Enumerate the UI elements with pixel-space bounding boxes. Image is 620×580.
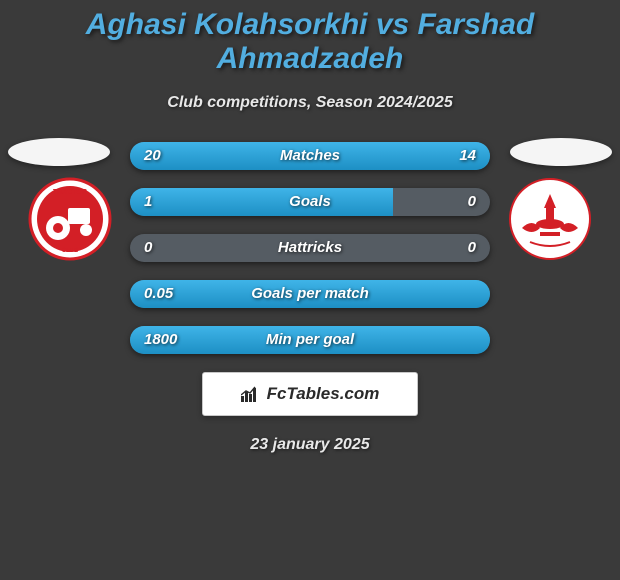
tractor-club-icon: TRACTOR CLUB bbox=[20, 176, 120, 262]
stat-label: Hattricks bbox=[130, 234, 490, 262]
logo-text: FcTables.com bbox=[267, 384, 380, 404]
bar-chart-icon bbox=[241, 386, 261, 402]
club-badge-left: TRACTOR CLUB bbox=[20, 176, 120, 262]
player-ellipse-left bbox=[8, 138, 110, 166]
stat-label: Matches bbox=[130, 142, 490, 170]
club-badge-right bbox=[500, 176, 600, 262]
stats-area: TRACTOR CLUB 20 Matches 14 1 Goals bbox=[0, 142, 620, 454]
stat-label: Goals per match bbox=[130, 280, 490, 308]
stat-row-goals: 1 Goals 0 bbox=[130, 188, 490, 216]
player-ellipse-right bbox=[510, 138, 612, 166]
stat-row-matches: 20 Matches 14 bbox=[130, 142, 490, 170]
subtitle: Club competitions, Season 2024/2025 bbox=[0, 94, 620, 112]
page-title: Aghasi Kolahsorkhi vs Farshad Ahmadzadeh bbox=[0, 0, 620, 76]
stat-row-goals-per-match: 0.05 Goals per match bbox=[130, 280, 490, 308]
stat-label: Min per goal bbox=[130, 326, 490, 354]
date-text: 23 january 2025 bbox=[0, 436, 620, 454]
fctables-logo: FcTables.com bbox=[202, 372, 418, 416]
svg-text:CLUB: CLUB bbox=[62, 248, 79, 254]
stat-row-min-per-goal: 1800 Min per goal bbox=[130, 326, 490, 354]
stat-value-right: 0 bbox=[468, 234, 476, 262]
stat-value-right: 14 bbox=[459, 142, 476, 170]
stat-value-right: 0 bbox=[468, 188, 476, 216]
stat-label: Goals bbox=[130, 188, 490, 216]
stat-row-hattricks: 0 Hattricks 0 bbox=[130, 234, 490, 262]
stat-rows: 20 Matches 14 1 Goals 0 0 Hattricks 0 0.… bbox=[130, 142, 490, 354]
club-left-text: TRACTOR bbox=[53, 189, 87, 196]
opponent-club-icon bbox=[500, 176, 600, 262]
